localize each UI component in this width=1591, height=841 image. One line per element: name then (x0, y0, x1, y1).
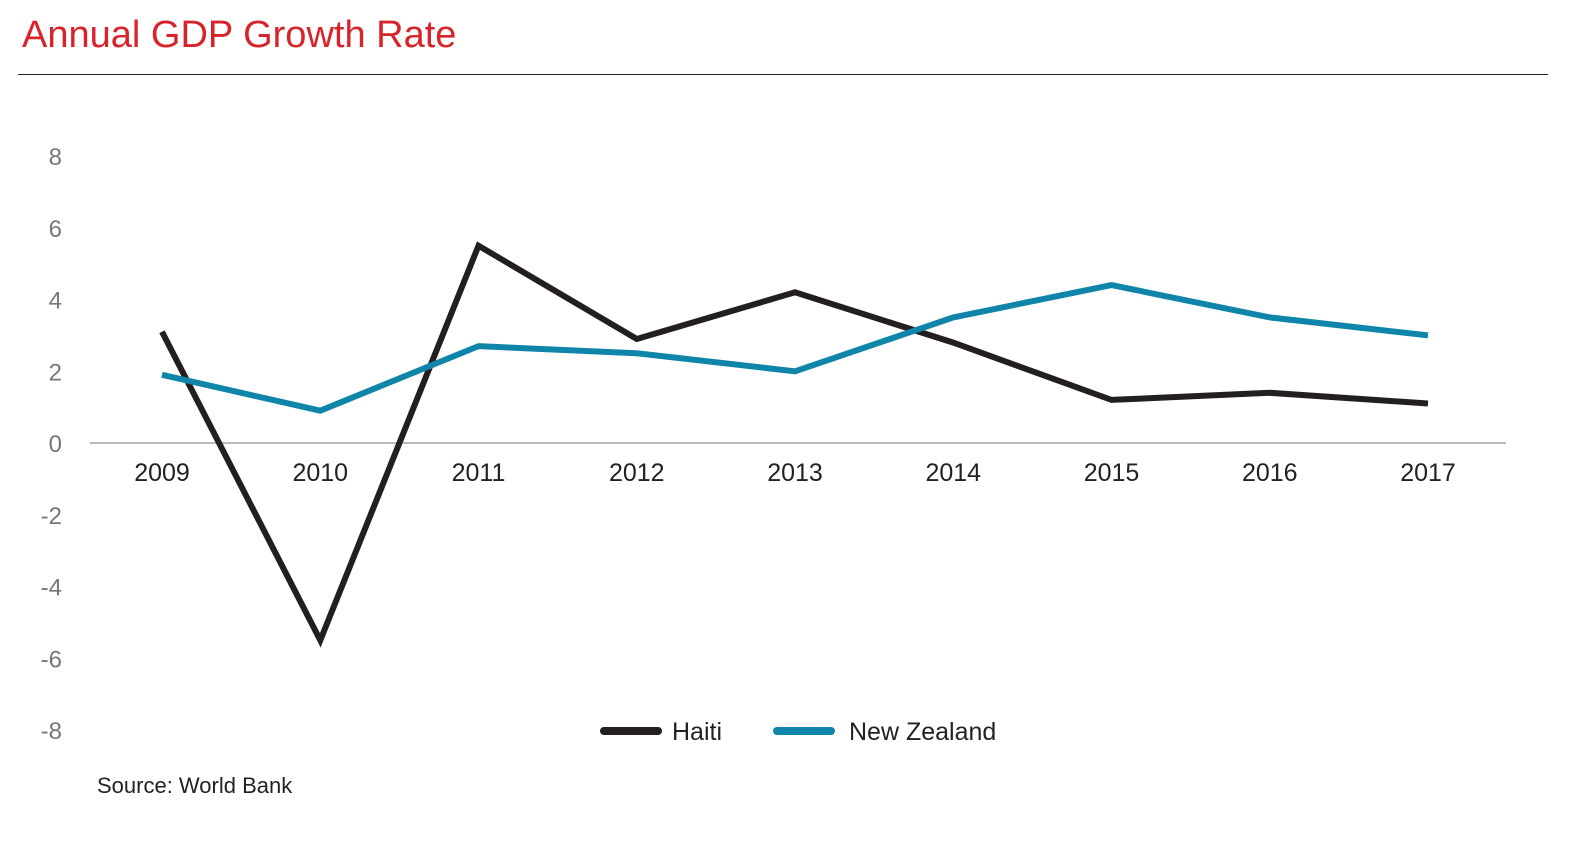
x-tick-label: 2011 (452, 459, 506, 487)
y-tick-label: -4 (41, 575, 62, 602)
x-tick-label: 2012 (609, 459, 665, 487)
x-tick-label: 2010 (292, 459, 348, 487)
y-tick-label: 6 (49, 216, 62, 243)
x-tick-label: 2014 (925, 459, 981, 487)
y-axis-tick-labels: 8 6 4 2 0 -2 -4 -6 -8 (41, 144, 62, 745)
x-tick-label: 2016 (1242, 459, 1298, 487)
chart-title: Annual GDP Growth Rate (22, 14, 457, 56)
x-tick-label: 2009 (134, 459, 190, 487)
x-axis-tick-labels: 2009 2010 2011 2012 2013 2014 2015 2016 2017 (134, 459, 1456, 487)
legend: Haiti New Zealand (600, 718, 996, 746)
y-tick-label: -2 (41, 503, 62, 530)
legend-label: New Zealand (849, 718, 996, 746)
legend-label: Haiti (672, 718, 722, 746)
y-tick-label: 4 (49, 288, 62, 315)
y-tick-label: -6 (41, 646, 62, 673)
x-tick-label: 2015 (1084, 459, 1140, 487)
y-tick-label: 0 (49, 431, 62, 458)
x-tick-label: 2013 (767, 459, 823, 487)
y-tick-label: 2 (49, 359, 62, 386)
source-note: Source: World Bank (97, 773, 293, 798)
y-tick-label: -8 (41, 718, 62, 745)
series-line-haiti (159, 241, 1429, 648)
series-lines (159, 241, 1429, 648)
x-tick-label: 2017 (1400, 459, 1456, 487)
title-divider (18, 74, 1548, 75)
series-line-new-zealand (161, 282, 1429, 414)
y-tick-label: 8 (49, 144, 62, 171)
